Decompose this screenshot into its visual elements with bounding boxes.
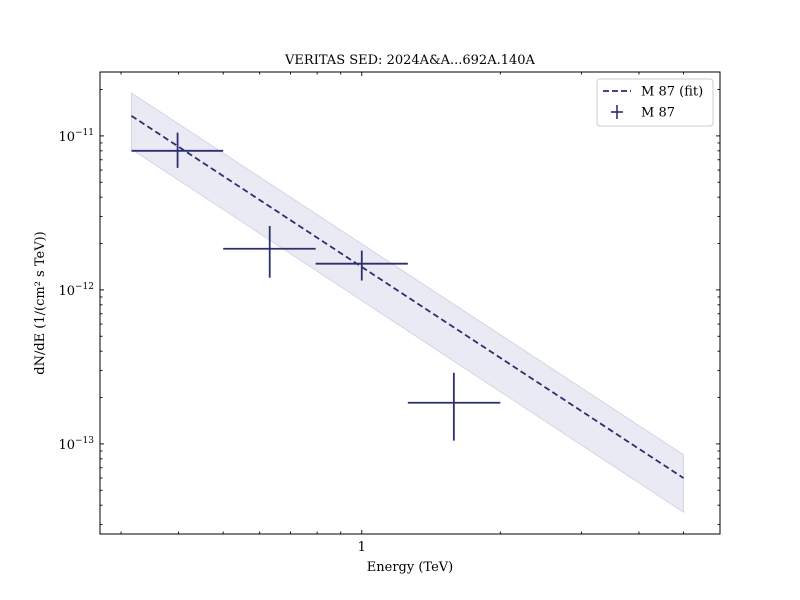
x-axis-ticks: 1 bbox=[120, 72, 721, 555]
legend-point-swatch bbox=[611, 105, 623, 119]
data-point bbox=[223, 226, 316, 278]
x-axis-label: Energy (TeV) bbox=[367, 560, 453, 575]
data-points-layer bbox=[131, 132, 501, 441]
fit-line-layer bbox=[130, 115, 685, 479]
data-point bbox=[131, 132, 224, 168]
legend: M 87 (fit) M 87 bbox=[596, 78, 714, 127]
data-point bbox=[407, 372, 501, 441]
confidence-band-layer bbox=[130, 92, 685, 514]
y-axis-label: dN/dE (1/(cm² s TeV)) bbox=[33, 231, 48, 374]
fit-line bbox=[130, 115, 685, 479]
data-point bbox=[315, 250, 408, 281]
plot-frame bbox=[99, 71, 721, 535]
confidence-band bbox=[130, 92, 685, 514]
x-tick-label: 1 bbox=[358, 540, 366, 555]
y-tick-label: 10−13 bbox=[58, 436, 94, 453]
y-tick-label: 10−11 bbox=[58, 128, 94, 145]
chart-title: VERITAS SED: 2024A&A...692A.140A bbox=[284, 53, 535, 68]
legend-fit-label: M 87 (fit) bbox=[641, 85, 703, 100]
legend-point-label: M 87 bbox=[641, 106, 675, 121]
y-axis-ticks: 10−13 10−12 10−11 bbox=[58, 89, 720, 525]
y-tick-label: 10−12 bbox=[58, 282, 94, 299]
